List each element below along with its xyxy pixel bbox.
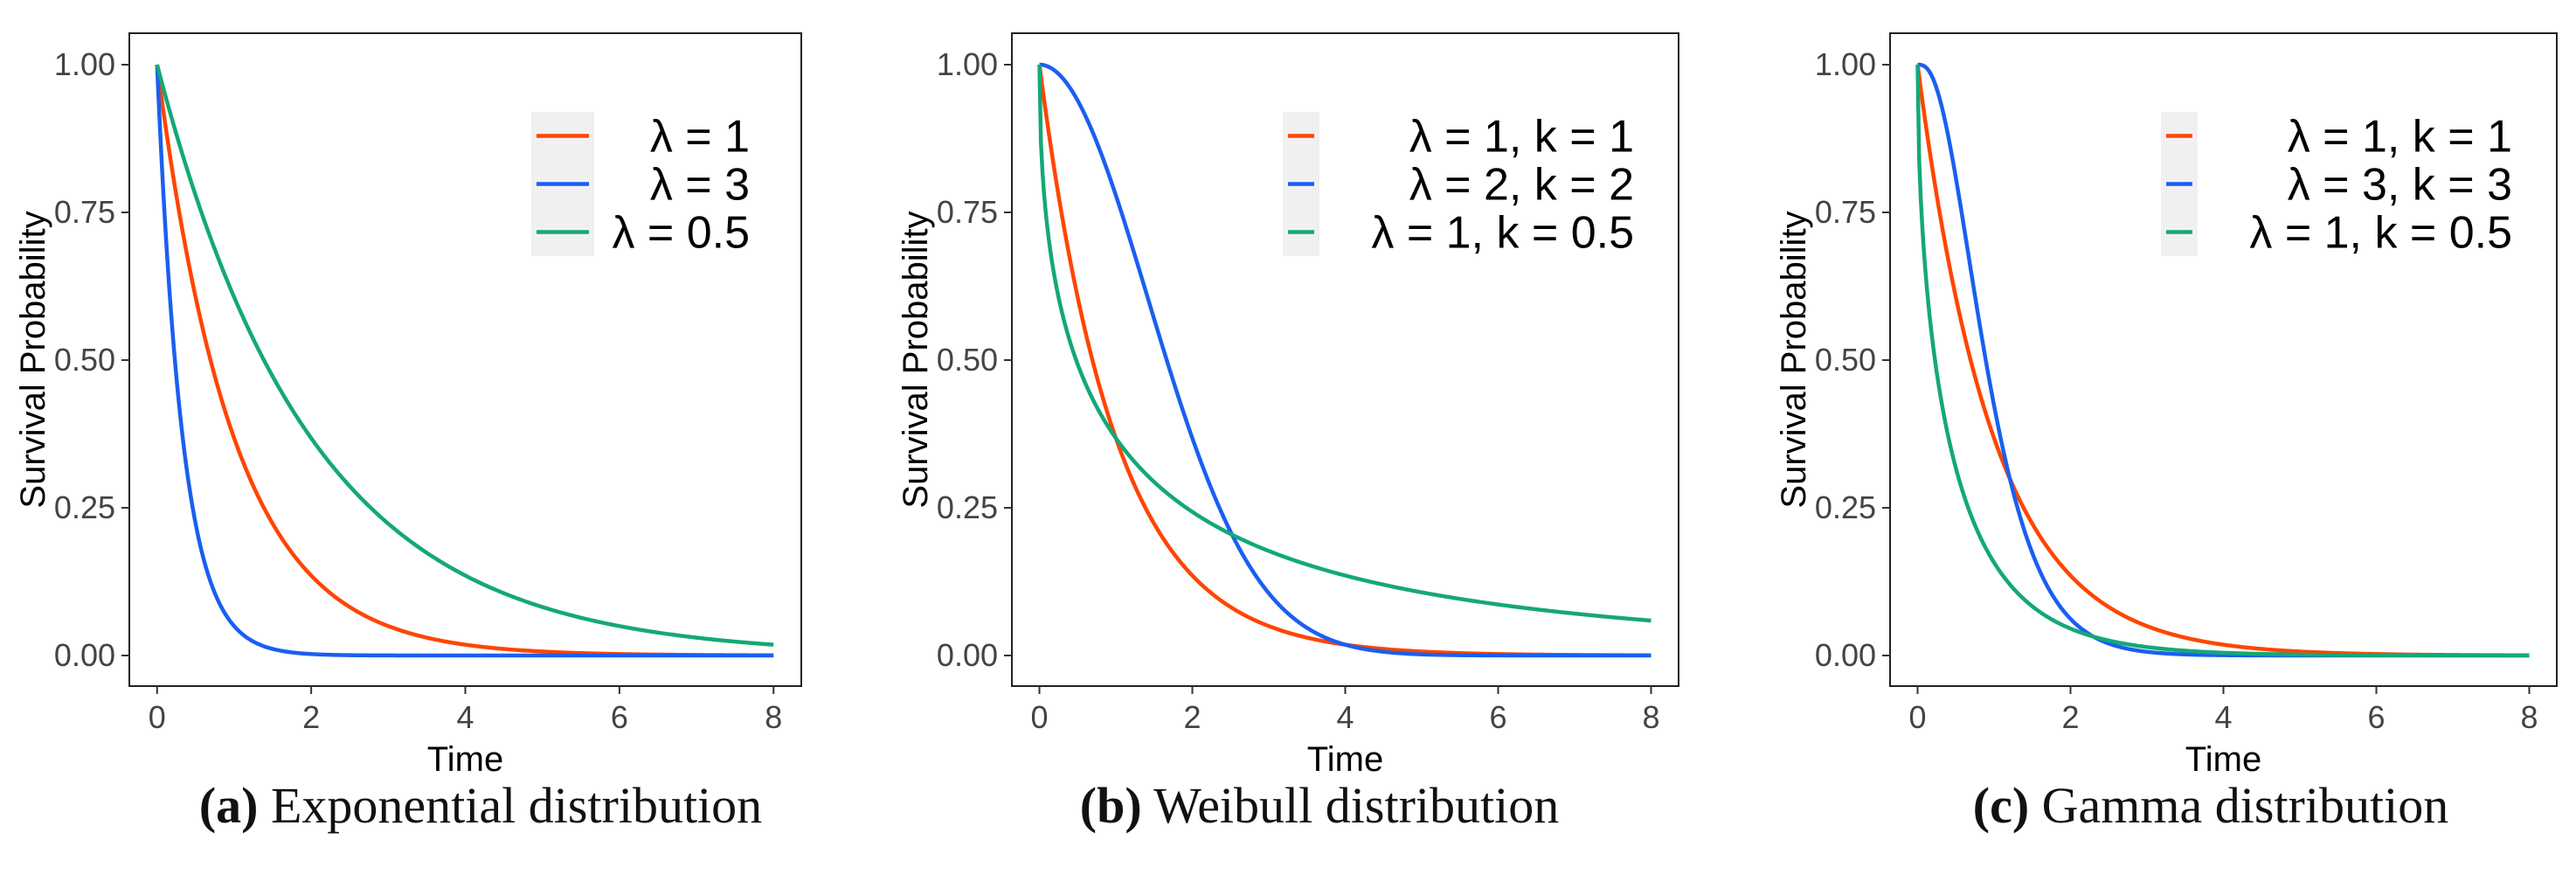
series-line-b-3 [1037,64,1652,623]
legend-a: λ = 1λ = 3λ = 0.5 [531,112,750,259]
caption-c: (c) Gamma distribution [1818,776,2576,835]
y-tick-label-a: 0.50 [54,342,115,378]
series-line-a-2 [155,64,774,658]
panel-a: 0.00 0.25 0.50 0.75 1.00 0 2 4 6 8 Time Survival Pr… [14,32,802,779]
legend-c: λ = 1, k = 1λ = 3, k = 3λ = 1, k = 0.5 [2161,112,2512,259]
x-tick-label-a: 0 [149,699,166,735]
x-tick-label-c: 0 [1908,699,1926,735]
y-tick-label-a: 0.75 [54,194,115,230]
y-tick-label-b: 1.00 [937,46,998,82]
caption-a-label: (a) [198,777,259,834]
caption-b-text: Weibull distribution [1153,777,1560,834]
caption-b: (b) Weibull distribution [926,776,1713,835]
y-tick-label-a: 1.00 [54,46,115,82]
x-tick-label-a: 4 [456,699,474,735]
legend-label-a-1: λ = 1 [650,112,750,163]
panel-b: 0.00 0.25 0.50 0.75 1.00 0 2 4 6 8 Time Survival Pr… [897,32,1679,779]
caption-a: (a) Exponential distribution [87,776,874,835]
caption-c-text: Gamma distribution [2041,777,2449,834]
series-line-c-3 [1915,64,2530,658]
x-axis-title-a: Time [427,740,503,779]
y-axis-title-b: Survival Probability [897,211,935,508]
x-tick-label-b: 6 [1489,699,1506,735]
y-tick-label-c: 0.50 [1815,342,1876,378]
x-tick-label-c: 4 [2214,699,2232,735]
legend-label-b-1: λ = 1, k = 1 [1409,112,1634,163]
x-tick-label-b: 2 [1183,699,1201,735]
y-tick-label-b: 0.50 [937,342,998,378]
y-axis-title-a: Survival Probability [14,211,52,508]
x-tick-label-c: 8 [2520,699,2538,735]
x-tick-label-b: 8 [1642,699,1659,735]
caption-a-text: Exponential distribution [270,777,763,834]
x-tick-label-a: 6 [611,699,628,735]
y-tick-label-c: 0.75 [1815,194,1876,230]
series-line-a-3 [155,64,774,647]
panel-c: 0.00 0.25 0.50 0.75 1.00 0 2 4 6 8 Time Survival Pr… [1775,32,2558,779]
y-tick-label-c: 0.00 [1815,637,1876,673]
legend-label-c-2: λ = 3, k = 3 [2288,160,2512,211]
legend-label-b-3: λ = 1, k = 0.5 [1371,208,1634,259]
x-tick-label-b: 0 [1030,699,1048,735]
x-axis-title-c: Time [2185,740,2261,779]
y-tick-label-c: 0.25 [1815,489,1876,525]
x-axis-title-b: Time [1307,740,1383,779]
y-axis-title-c: Survival Probability [1775,211,1813,508]
y-tick-label-c: 1.00 [1815,46,1876,82]
y-tick-label-a: 0.25 [54,489,115,525]
legend-label-a-2: λ = 3 [650,160,750,211]
legend-label-b-2: λ = 2, k = 2 [1409,160,1634,211]
legend-b: λ = 1, k = 1λ = 2, k = 2λ = 1, k = 0.5 [1283,112,1634,259]
x-tick-label-c: 2 [2061,699,2079,735]
y-tick-label-b: 0.25 [937,489,998,525]
x-tick-label-a: 8 [765,699,782,735]
caption-c-label: (c) [1972,777,2030,834]
x-tick-label-a: 2 [302,699,320,735]
legend-label-c-1: λ = 1, k = 1 [2288,112,2512,163]
legend-label-c-3: λ = 1, k = 0.5 [2249,208,2512,259]
series-line-b-2 [1039,62,1652,658]
y-tick-label-b: 0.00 [937,637,998,673]
y-tick-label-b: 0.75 [937,194,998,230]
legend-label-a-3: λ = 0.5 [612,208,750,259]
x-tick-label-b: 4 [1336,699,1354,735]
caption-b-label: (b) [1079,777,1142,834]
y-tick-label-a: 0.00 [54,637,115,673]
x-tick-label-c: 6 [2367,699,2385,735]
